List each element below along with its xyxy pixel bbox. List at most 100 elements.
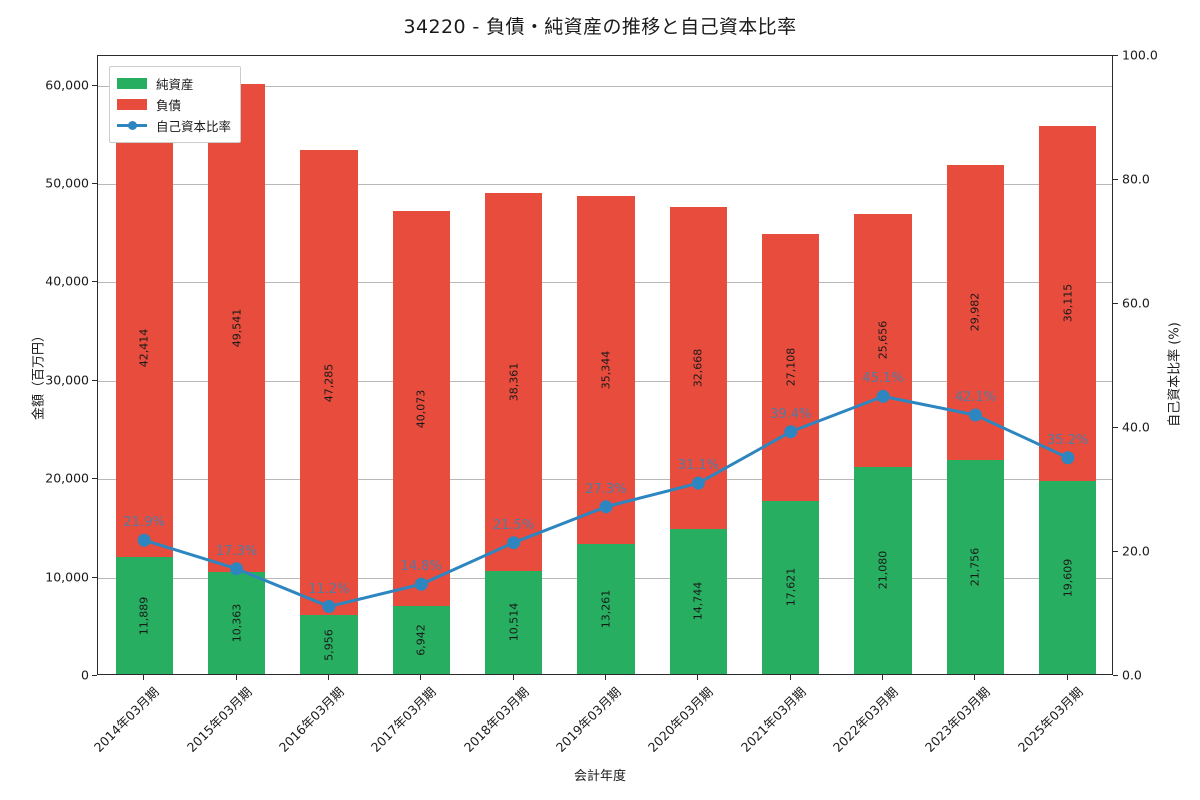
y-axis-tick-label-left: 40,000 — [45, 273, 89, 289]
y-axis-tick-label-right: 0.0 — [1122, 667, 1142, 683]
ratio-data-point[interactable] — [1061, 451, 1075, 465]
y-axis-tick-mark-right — [1113, 675, 1118, 676]
bar-segment-liability[interactable]: 35,344 — [577, 195, 635, 544]
ratio-data-point[interactable] — [691, 476, 705, 490]
y-axis-tick-label-left: 20,000 — [45, 470, 89, 486]
bar-segment-liability[interactable]: 25,656 — [854, 214, 912, 467]
bar-group[interactable]: 11,889 42,414 — [115, 54, 173, 674]
x-axis-tick-label: 2014年03月期 — [91, 684, 162, 755]
bar-segment-liability[interactable]: 27,108 — [762, 233, 820, 501]
ratio-data-point[interactable] — [230, 562, 244, 576]
y-axis-tick-mark-left — [92, 478, 97, 480]
chart-legend: 純資産負債自己資本比率 — [109, 66, 242, 143]
bar-segment-equity[interactable]: 11,889 — [115, 557, 173, 674]
y-axis-tick-label-right: 60.0 — [1122, 295, 1150, 311]
y-axis-tick-mark-left — [92, 281, 97, 283]
bar-segment-liability[interactable]: 47,285 — [300, 150, 358, 616]
bar-group[interactable]: 17,621 27,108 — [762, 54, 820, 674]
y-axis-tick-mark-left — [92, 84, 97, 86]
y-axis-tick-label-left: 30,000 — [45, 372, 89, 388]
x-axis-label: 会計年度 — [573, 769, 626, 784]
ratio-data-point[interactable] — [599, 500, 613, 514]
bar-segment-equity[interactable]: 6,942 — [392, 605, 450, 674]
x-axis-tick-mark — [1066, 675, 1068, 680]
bar-segment-liability[interactable]: 49,541 — [207, 84, 266, 573]
x-axis-tick-mark — [143, 675, 145, 680]
bar-segment-equity[interactable]: 14,744 — [669, 528, 727, 674]
bar-segment-equity[interactable]: 21,080 — [854, 466, 912, 674]
x-axis-tick-label: 2020年03月期 — [645, 684, 717, 755]
chart-title: 34220 - 負債・純資産の推移と自己資本比率 — [403, 16, 797, 38]
ratio-data-point[interactable] — [414, 577, 428, 591]
legend-item[interactable]: 純資産 — [117, 73, 231, 94]
y-axis-tick-mark-left — [92, 675, 97, 676]
bar-group[interactable]: 21,080 25,656 — [854, 54, 912, 674]
ratio-data-point[interactable] — [784, 425, 798, 439]
y-axis-label-left: 金額（百万円） — [31, 329, 47, 421]
legend-item-label: 純資産 — [156, 77, 194, 92]
x-axis-tick-label: 2018年03月期 — [460, 684, 532, 755]
bar-group[interactable]: 10,514 38,361 — [485, 54, 543, 674]
bar-segment-liability[interactable]: 40,073 — [392, 211, 450, 606]
ratio-data-point[interactable] — [968, 408, 982, 422]
y-axis-label-right: 自己資本比率 (%) — [1167, 322, 1183, 427]
bar-segment-equity[interactable]: 17,621 — [762, 500, 820, 674]
bar-segment-equity[interactable]: 13,261 — [577, 543, 635, 674]
legend-item[interactable]: 自己資本比率 — [117, 115, 231, 136]
gridline — [98, 85, 1112, 87]
legend-item-label: 自己資本比率 — [156, 119, 232, 134]
y-axis-tick-label-right: 80.0 — [1122, 171, 1150, 187]
ratio-data-point[interactable] — [507, 536, 521, 550]
legend-item[interactable]: 負債 — [117, 94, 231, 115]
x-axis-tick-mark — [789, 675, 791, 680]
x-axis-tick-mark — [697, 675, 699, 680]
bar-segment-equity[interactable]: 19,609 — [1039, 481, 1097, 674]
bar-segment-equity[interactable]: 21,756 — [946, 459, 1005, 674]
bar-segment-liability[interactable]: 32,668 — [669, 207, 727, 529]
legend-color-swatch-icon — [117, 78, 147, 89]
bar-group[interactable]: 10,363 49,541 — [207, 54, 266, 674]
x-axis-tick-label: 2017年03月期 — [368, 684, 439, 755]
bar-group[interactable]: 19,609 36,115 — [1039, 54, 1097, 674]
y-axis-tick-mark-right — [1113, 551, 1118, 552]
y-axis-tick-mark-left — [92, 576, 97, 578]
bar-group[interactable]: 6,942 40,073 — [392, 54, 450, 674]
bar-group[interactable]: 13,261 35,344 — [577, 54, 635, 674]
ratio-value-label: 14.8% — [400, 559, 442, 575]
x-axis-tick-mark — [420, 675, 422, 680]
ratio-value-label: 21.5% — [492, 517, 535, 533]
y-axis-tick-label-right: 40.0 — [1122, 419, 1150, 435]
ratio-data-point[interactable] — [137, 533, 151, 547]
x-axis-tick-label: 2015年03月期 — [183, 684, 255, 755]
x-axis-tick-mark — [327, 675, 329, 680]
bar-segment-liability[interactable]: 38,361 — [485, 193, 543, 571]
ratio-line-series — [137, 389, 1075, 614]
ratio-value-label: 11.2% — [308, 581, 350, 597]
ratio-data-point[interactable] — [322, 600, 336, 614]
y-axis-tick-mark-right — [1113, 427, 1118, 428]
gridline — [98, 183, 1112, 185]
ratio-data-point[interactable] — [876, 389, 890, 403]
y-axis-tick-label-left: 10,000 — [45, 569, 89, 585]
y-axis-tick-mark-right — [1113, 179, 1118, 180]
y-axis-tick-label-left: 60,000 — [45, 77, 89, 93]
ratio-value-label: 45.1% — [862, 371, 904, 387]
y-axis-tick-mark-left — [92, 379, 97, 381]
x-axis-tick-label: 2023年03月期 — [922, 684, 994, 755]
ratio-value-label: 27.3% — [585, 481, 627, 497]
bar-segment-liability[interactable]: 42,414 — [115, 139, 173, 557]
y-axis-tick-mark-left — [92, 182, 97, 184]
bar-group[interactable]: 14,744 32,668 — [669, 54, 727, 674]
bar-segment-equity[interactable]: 10,363 — [207, 572, 266, 674]
x-axis-tick-mark — [605, 675, 606, 680]
x-axis-tick-mark — [882, 675, 884, 680]
bar-segment-liability[interactable]: 36,115 — [1039, 125, 1097, 482]
x-axis-tick-mark — [974, 675, 976, 680]
ratio-value-label: 39.4% — [770, 406, 812, 422]
bar-group[interactable]: 5,956 47,285 — [300, 54, 358, 674]
bar-segment-equity[interactable]: 10,514 — [485, 570, 543, 674]
y-axis-tick-label-left: 0 — [81, 667, 89, 683]
y-axis-tick-label-right: 20.0 — [1122, 543, 1150, 559]
bar-segment-equity[interactable]: 5,956 — [300, 615, 358, 674]
ratio-value-label: 21.9% — [123, 515, 165, 531]
